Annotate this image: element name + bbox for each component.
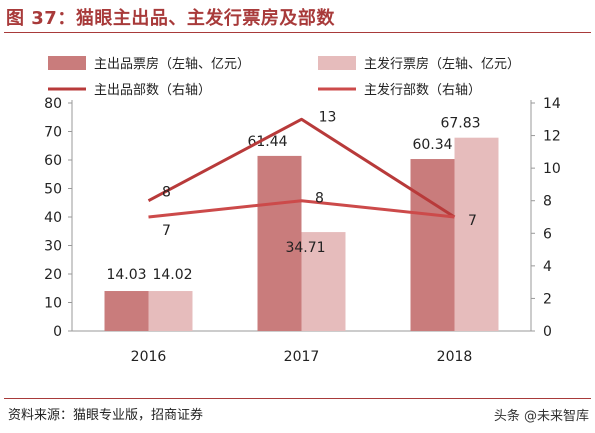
legend-swatch-1 xyxy=(48,56,86,70)
line-value-label: 7 xyxy=(468,213,477,229)
line-2 xyxy=(148,199,455,219)
x-tick-label: 2017 xyxy=(284,349,320,365)
y-right-tick-label: 0 xyxy=(543,324,552,340)
y-left-tick-label: 60 xyxy=(44,153,62,169)
line-1 xyxy=(147,117,456,219)
legend-swatch-2 xyxy=(318,56,356,70)
source-note: 资料来源：猫眼专业版，招商证券 xyxy=(8,408,204,423)
y-right-tick-label: 6 xyxy=(543,226,552,242)
watermark: 头条 @未来智库 xyxy=(493,409,589,424)
bar-value-label: 14.02 xyxy=(152,267,192,283)
x-tick-label: 2018 xyxy=(437,349,473,365)
title-rule xyxy=(4,32,591,33)
y-right-tick-label: 2 xyxy=(543,291,552,307)
y-left-tick-label: 10 xyxy=(44,296,62,312)
bar-value-label: 14.03 xyxy=(106,267,146,283)
line-value-label: 8 xyxy=(315,191,324,207)
bar-2 xyxy=(301,232,346,331)
bar-2 xyxy=(454,137,499,331)
bar-2 xyxy=(148,291,193,331)
bar-value-label: 61.44 xyxy=(247,134,287,150)
y-left-tick-label: 40 xyxy=(44,210,62,226)
y-left-tick-label: 30 xyxy=(44,239,62,255)
figure-title: 图 37：猫眼主出品、主发行票房及部数 xyxy=(6,8,335,29)
line-value-label: 7 xyxy=(162,223,171,239)
legend-label-2: 主发行票房（左轴、亿元） xyxy=(364,56,520,72)
bar-value-label: 67.83 xyxy=(440,116,480,132)
y-right-tick-label: 8 xyxy=(543,194,552,210)
y-left-tick-label: 80 xyxy=(44,96,62,112)
legend-label-4: 主发行部数（右轴） xyxy=(364,82,481,98)
legend-label-1: 主出品票房（左轴、亿元） xyxy=(94,56,250,72)
y-left-tick-label: 70 xyxy=(44,125,62,141)
bar-1 xyxy=(104,291,149,331)
legend-label-3: 主出品部数（右轴） xyxy=(94,83,211,98)
y-right-tick-label: 14 xyxy=(543,96,561,112)
line-value-label: 8 xyxy=(162,185,171,201)
x-tick-label: 2016 xyxy=(131,349,167,365)
bar-1 xyxy=(257,155,302,331)
y-right-tick-label: 4 xyxy=(543,259,552,275)
bar-value-label: 34.71 xyxy=(285,240,325,256)
y-left-tick-label: 20 xyxy=(44,267,62,283)
y-left-tick-label: 50 xyxy=(44,182,62,198)
source-rule xyxy=(4,398,591,399)
bar-value-label: 60.34 xyxy=(412,137,452,153)
y-left-tick-label: 0 xyxy=(53,324,62,340)
y-right-tick-label: 10 xyxy=(543,161,561,177)
bar-1 xyxy=(410,159,455,331)
y-right-tick-label: 12 xyxy=(543,129,561,145)
line-value-label: 13 xyxy=(319,109,337,125)
